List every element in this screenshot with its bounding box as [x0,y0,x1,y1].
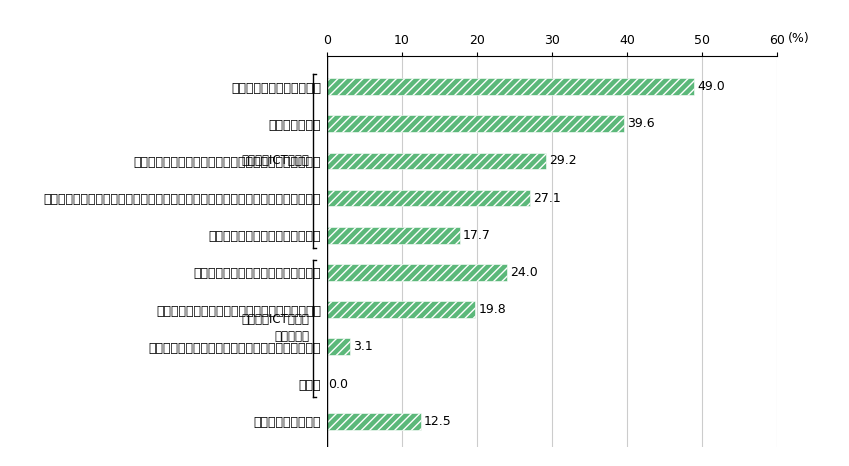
Bar [327,413,420,430]
Text: 27.1: 27.1 [533,192,561,205]
Text: 12.5: 12.5 [424,415,452,428]
Bar [327,190,530,206]
Text: (%): (%) [788,32,810,45]
Text: 49.0: 49.0 [697,80,725,93]
Bar [327,302,475,318]
Text: ビジネスICTツール
以外の対策: ビジネスICTツール 以外の対策 [242,313,310,343]
Text: 24.0: 24.0 [510,266,537,279]
Bar [327,116,624,132]
Text: 0.0: 0.0 [329,377,348,391]
Text: 29.2: 29.2 [548,154,576,167]
Bar [327,78,694,95]
Text: ビジネスICTツール: ビジネスICTツール [242,154,310,167]
Text: 17.7: 17.7 [463,229,491,242]
Bar [327,264,507,281]
Bar [327,227,459,244]
Text: 19.8: 19.8 [478,303,506,316]
Bar [327,338,350,355]
Bar [327,152,546,169]
Text: 39.6: 39.6 [627,117,655,130]
Text: 3.1: 3.1 [353,340,373,353]
